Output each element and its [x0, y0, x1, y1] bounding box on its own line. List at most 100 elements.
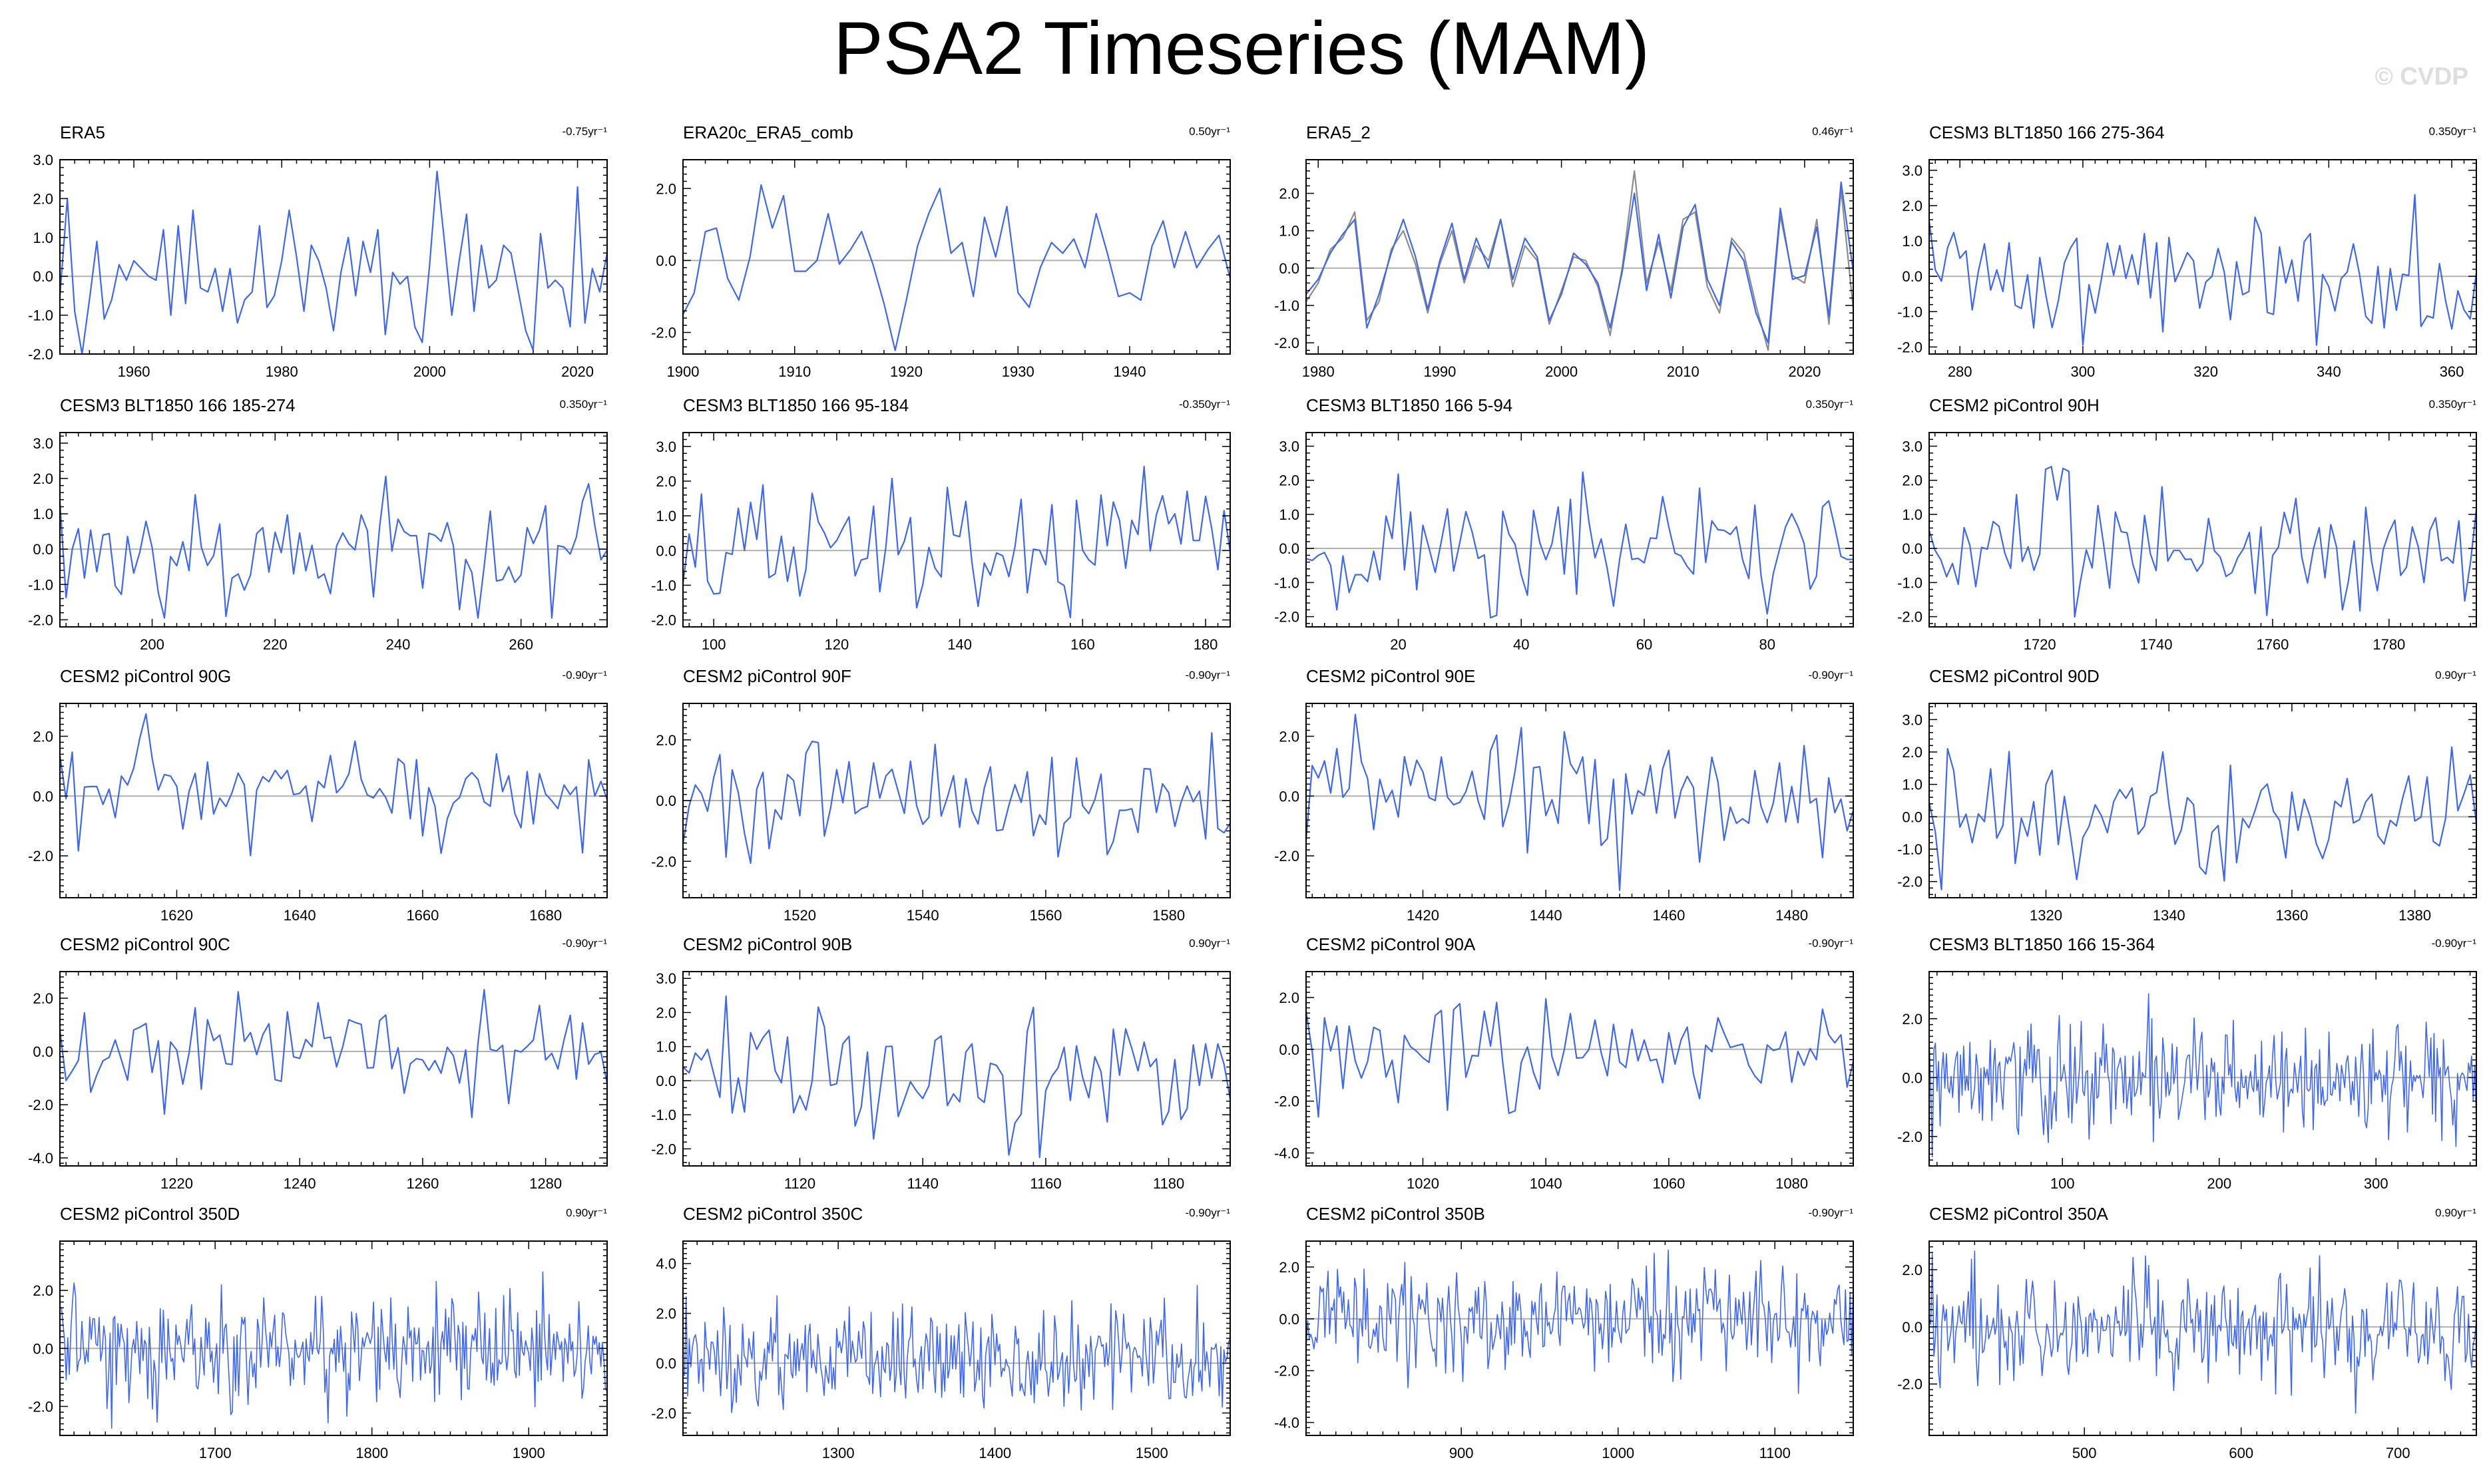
plot-frame	[1928, 971, 2477, 1167]
trend-label: 0.350yr⁻¹	[1805, 398, 1853, 411]
y-tick-label: 2.0	[1279, 728, 1299, 745]
y-tick-label: -2.0	[1897, 609, 1922, 626]
y-tick-label: -2.0	[651, 612, 676, 629]
timeseries-panel: CESM2 piControl 350A 0.90yr⁻¹ -2.0 0.0 2.0 50…	[1871, 1201, 2483, 1484]
trend-label: -0.90yr⁻¹	[1808, 937, 1853, 950]
x-tick-label: 1180	[1153, 1175, 1184, 1192]
y-tick-label: 1.0	[1279, 223, 1299, 240]
y-tick-label: -2.0	[651, 853, 676, 870]
trend-label: -0.90yr⁻¹	[1808, 1206, 1853, 1219]
series-line	[59, 170, 608, 355]
panel-plot: -2.0 0.0 2.0 1420 1440 1460 1480	[1274, 703, 1855, 924]
panel-title: ERA5_2	[1306, 122, 1371, 142]
y-tick-label: 0.0	[1279, 788, 1299, 805]
x-tick-label: 1040	[1530, 1175, 1562, 1192]
x-tick-label: 2010	[1667, 363, 1699, 380]
panel-plot: -2.0 -1.0 0.0 1.0 2.0 3.0 200 220 240 260	[28, 432, 608, 653]
timeseries-panel: CESM3 BLT1850 166 15-364 -0.90yr⁻¹ -2.0 0.0…	[1871, 932, 2483, 1214]
trend-label: 0.90yr⁻¹	[566, 1206, 607, 1219]
trend-label: 0.350yr⁻¹	[2428, 125, 2476, 138]
watermark: © CVDP	[2374, 63, 2468, 90]
x-tick-label: 240	[386, 636, 411, 653]
y-tick-label: 1.0	[1902, 777, 1922, 793]
trend-label: -0.90yr⁻¹	[562, 669, 607, 681]
y-tick-label: 0.0	[33, 541, 53, 558]
observed-series-line	[1305, 170, 1855, 351]
x-tick-label: 220	[263, 636, 288, 653]
series-line	[1928, 746, 2478, 890]
y-tick-label: -2.0	[1274, 335, 1299, 351]
panel-title: CESM2 piControl 90G	[60, 666, 232, 686]
x-tick-label: 1140	[907, 1175, 939, 1192]
timeseries-panel: ERA5 -0.75yr⁻¹ -2.0 -1.0 0.0 1.0 2.0 3.0 1960 198…	[1, 120, 626, 403]
panel-plot: -2.0 -1.0 0.0 1.0 2.0 3.0 280 300 320 340 360	[1897, 159, 2478, 380]
y-tick-label: 0.0	[1279, 540, 1299, 557]
x-tick-label: 1000	[1602, 1445, 1634, 1461]
x-tick-label: 1800	[355, 1445, 388, 1461]
trend-label: 0.50yr⁻¹	[1189, 125, 1230, 138]
x-tick-label: 1500	[1136, 1445, 1168, 1461]
series-line	[1928, 1250, 2477, 1414]
y-tick-label: 2.0	[656, 732, 676, 749]
y-tick-label: -2.0	[28, 1097, 53, 1113]
panel-plot: -2.0 0.0 2.0 1700 1800 1900	[28, 1240, 608, 1461]
plot-frame	[682, 1240, 1231, 1436]
y-tick-label: 0.0	[1279, 1311, 1299, 1328]
series-line	[1305, 471, 1853, 619]
y-tick-label: -2.0	[28, 612, 53, 628]
panel-plot: -2.0 -1.0 0.0 1.0 2.0 3.0 1320 1340 1360 1380	[1897, 703, 2478, 924]
x-tick-label: 900	[1449, 1445, 1474, 1461]
y-tick-label: -2.0	[1897, 339, 1922, 355]
series-line	[682, 1284, 1231, 1413]
timeseries-panel: CESM2 piControl 90A -0.90yr⁻¹ -4.0 -2.0 0.0 2…	[1247, 932, 1872, 1214]
y-tick-label: -2.0	[1897, 1376, 1922, 1393]
timeseries-panel: CESM2 piControl 90E -0.90yr⁻¹ -2.0 0.0 2.0 14…	[1247, 663, 1872, 946]
panel-plot: -2.0 0.0 2.0 500 600 700	[1897, 1240, 2477, 1461]
x-tick-label: 1300	[822, 1445, 855, 1461]
x-tick-label: 1640	[284, 907, 316, 924]
x-tick-label: 1360	[2275, 907, 2308, 924]
panel-plot: -2.0 -1.0 0.0 1.0 2.0 1980 1990 2000 2010 2020	[1274, 159, 1855, 380]
x-tick-label: 1900	[513, 1445, 545, 1461]
trend-label: 0.350yr⁻¹	[559, 398, 607, 411]
x-tick-label: 1920	[890, 363, 923, 380]
y-tick-label: -4.0	[28, 1150, 53, 1167]
trend-label: 0.90yr⁻¹	[2435, 1206, 2476, 1219]
timeseries-panel: CESM2 piControl 90H 0.350yr⁻¹ -2.0 -1.0 0.0 1…	[1871, 393, 2483, 675]
series-line	[1305, 1249, 1854, 1394]
y-tick-label: 1.0	[656, 508, 676, 524]
y-tick-label: -1.0	[28, 576, 53, 593]
panel-plot: -2.0 0.0 2.0 100 200 300	[1897, 971, 2477, 1192]
x-tick-label: 1400	[979, 1445, 1011, 1461]
panel-plot: -4.0 -2.0 0.0 2.0 1020 1040 1060 1080	[1274, 971, 1855, 1192]
timeseries-panel: CESM3 BLT1850 166 275-364 0.350yr⁻¹ -2.0 -1…	[1871, 120, 2483, 403]
y-tick-label: -1.0	[1274, 574, 1299, 591]
y-tick-label: 3.0	[1279, 438, 1299, 455]
x-tick-label: 1700	[199, 1445, 232, 1461]
plot-frame	[59, 1240, 608, 1436]
panel-title: CESM3 BLT1850 166 5-94	[1306, 395, 1513, 415]
y-tick-label: -1.0	[651, 577, 676, 594]
x-tick-label: 200	[140, 636, 164, 653]
y-tick-label: -4.0	[1274, 1415, 1299, 1431]
timeseries-panel: CESM2 piControl 90G -0.90yr⁻¹ -2.0 0.0 2.0 16…	[1, 663, 626, 946]
x-tick-label: 200	[2207, 1175, 2231, 1192]
panel-plot: -2.0 -1.0 0.0 1.0 2.0 3.0 1720 1740 1760 1780	[1897, 432, 2478, 653]
x-tick-label: 1560	[1029, 907, 1062, 924]
x-tick-label: 1900	[667, 363, 700, 380]
trend-label: 0.350yr⁻¹	[2428, 398, 2476, 411]
timeseries-panel: CESM3 BLT1850 166 185-274 0.350yr⁻¹ -2.0 -1…	[1, 393, 626, 675]
x-tick-label: 1910	[778, 363, 811, 380]
x-tick-label: 1740	[2140, 636, 2173, 653]
x-tick-label: 260	[509, 636, 533, 653]
plot-frame	[1928, 159, 2477, 355]
trend-label: -0.90yr⁻¹	[1185, 1206, 1230, 1219]
y-tick-label: -1.0	[1897, 303, 1922, 320]
timeseries-panel: CESM2 piControl 350D 0.90yr⁻¹ -2.0 0.0 2.0 17…	[1, 1201, 626, 1484]
timeseries-panel: CESM2 piControl 350C -0.90yr⁻¹ -2.0 0.0 2.0 4…	[624, 1201, 1249, 1484]
y-tick-label: 2.0	[33, 470, 53, 487]
panel-plot: -4.0 -2.0 0.0 2.0 900 1000 1100	[1274, 1240, 1854, 1461]
series-line	[59, 713, 608, 856]
timeseries-panel: ERA5_2 0.46yr⁻¹ -2.0 -1.0 0.0 1.0 2.0 1980 1990 2…	[1247, 120, 1872, 403]
x-tick-label: 320	[2193, 363, 2218, 380]
